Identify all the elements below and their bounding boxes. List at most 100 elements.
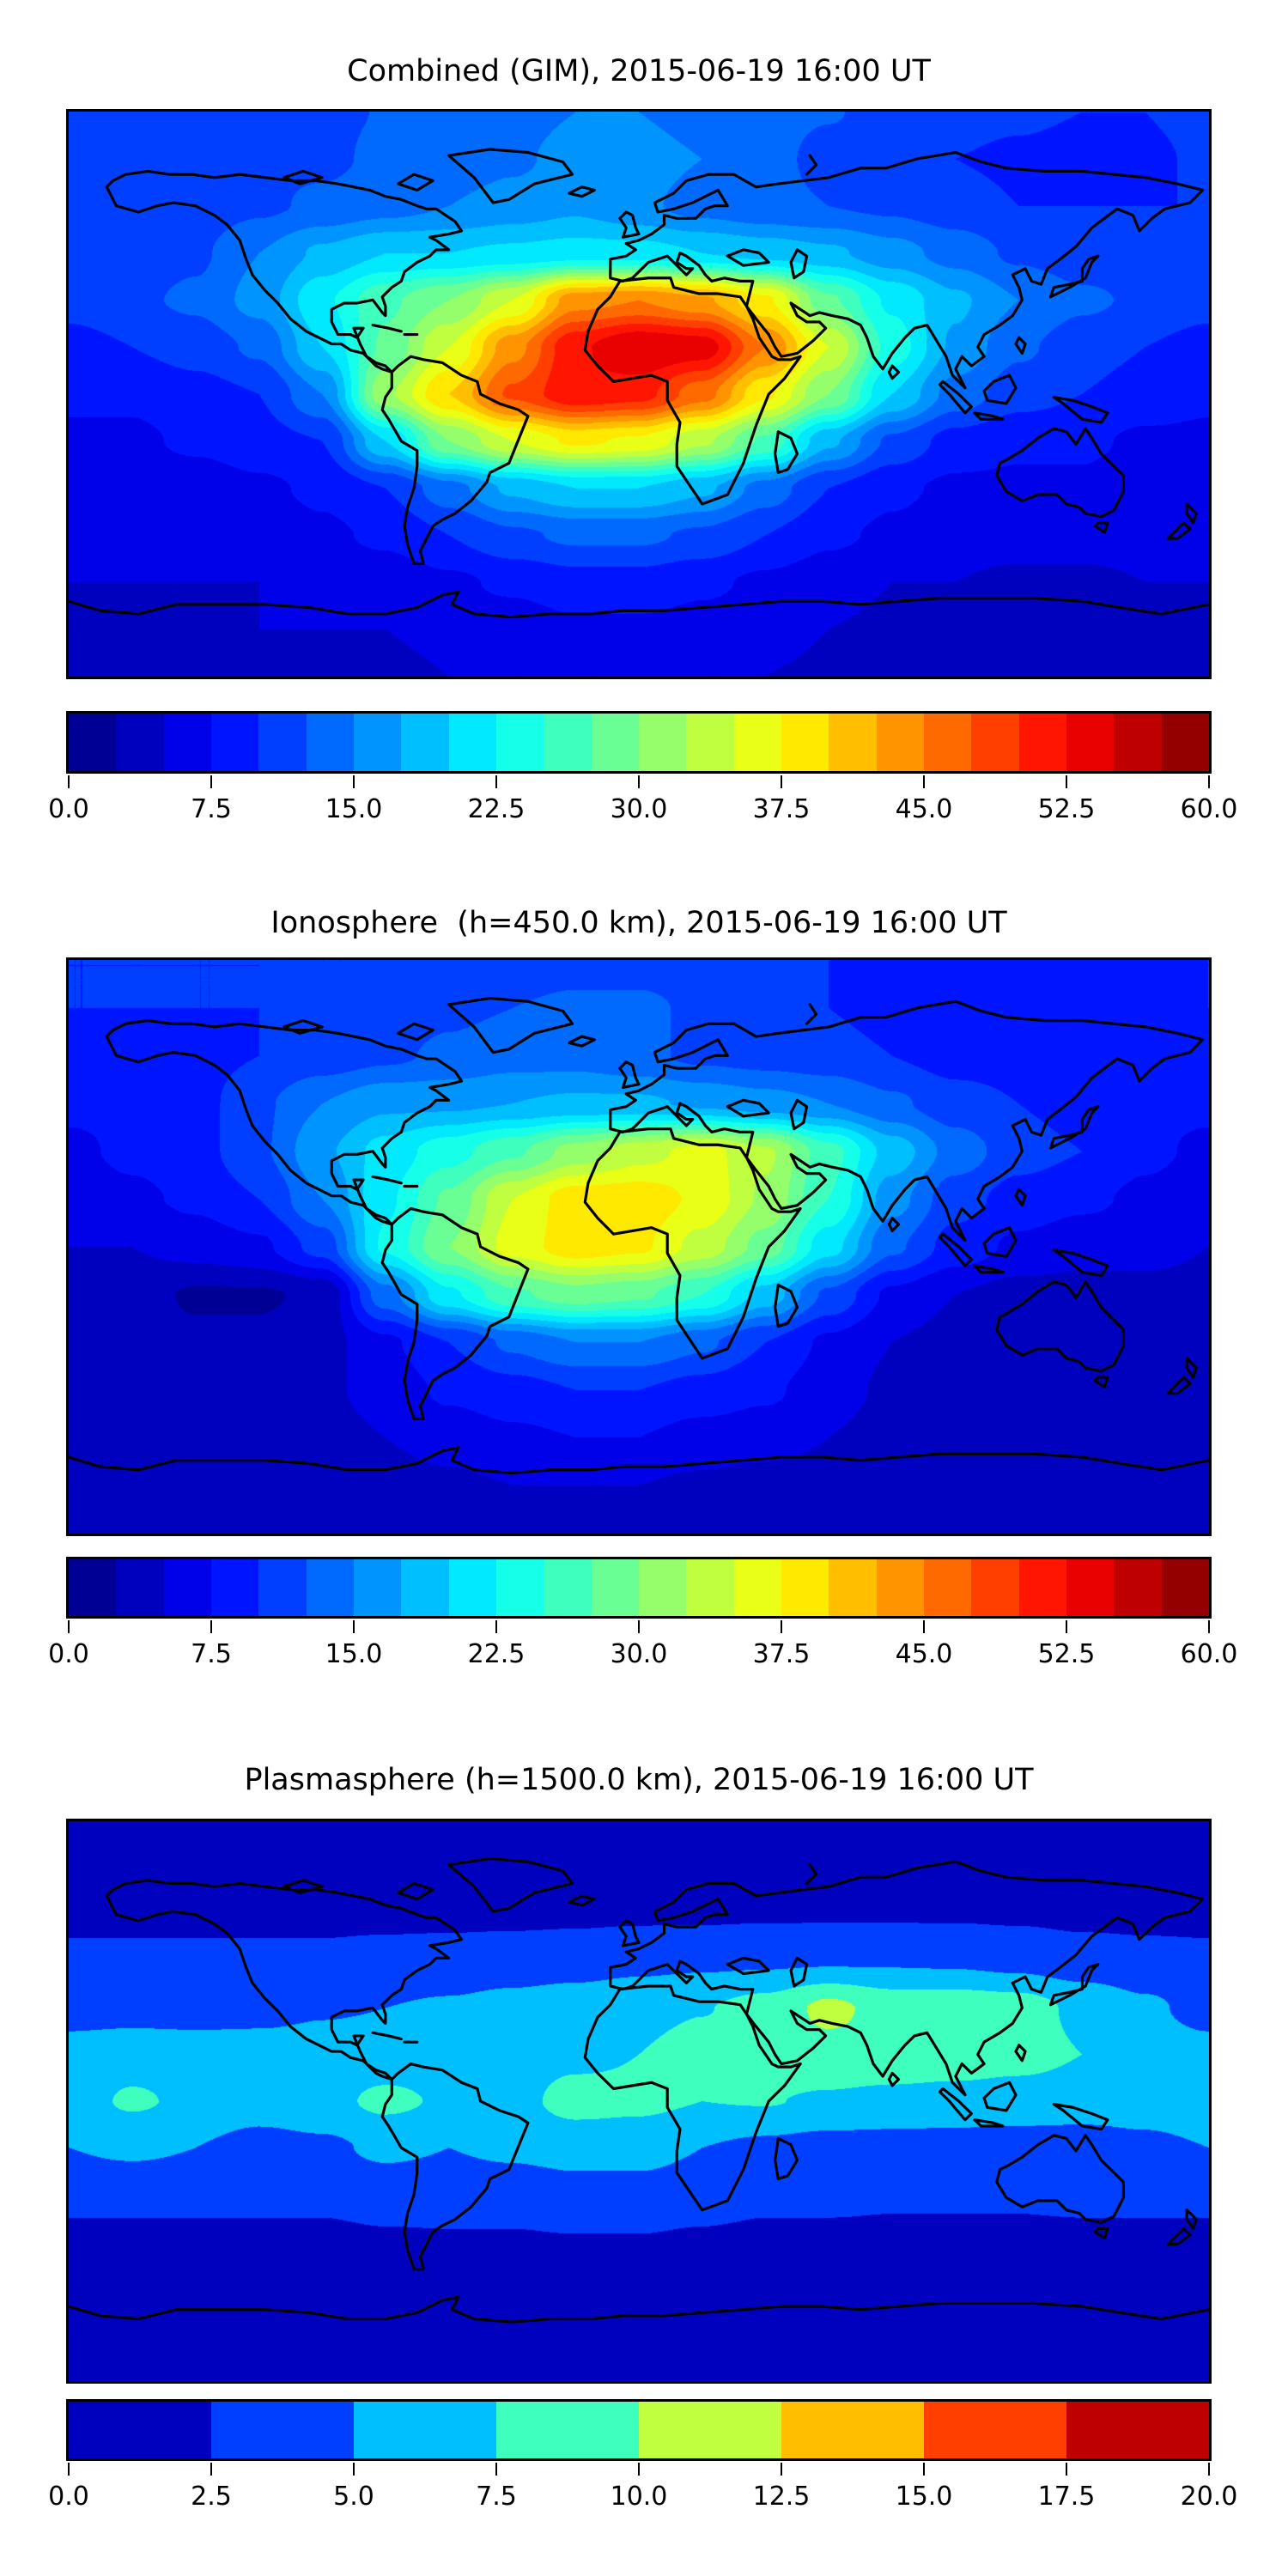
colorbar-tick xyxy=(781,775,782,788)
colorbar-tick xyxy=(353,1620,355,1633)
colorbar-tick-label: 15.0 xyxy=(325,1639,383,1669)
colorbar-tick-label: 37.5 xyxy=(752,794,811,824)
colorbar-band xyxy=(116,714,164,771)
colorbar-tick xyxy=(1208,1620,1210,1633)
colorbar-band xyxy=(306,1559,354,1616)
colorbar-band xyxy=(544,714,592,771)
colorbar-tick xyxy=(210,1620,212,1633)
colorbar-band xyxy=(876,1559,924,1616)
colorbar-band xyxy=(781,714,829,771)
colorbar-band xyxy=(829,1559,877,1616)
colorbar-tick-label: 22.5 xyxy=(467,1639,526,1669)
colorbar-band xyxy=(591,714,639,771)
colorbar-band xyxy=(923,1559,972,1616)
colorbar-tick xyxy=(923,2463,925,2476)
colorbar-tick-labels: 0.0 7.5 15.0 22.5 30.0 37.5 45.0 52.5 60.0 xyxy=(48,1638,1237,1673)
colorbar-segments xyxy=(69,1559,1209,1616)
colorbar-tick-label: 7.5 xyxy=(476,2482,517,2512)
colorbar-tick-label: 15.0 xyxy=(325,794,383,824)
colorbar-band xyxy=(1114,714,1162,771)
colorbar-band xyxy=(401,714,449,771)
colorbar-tick-label: 20.0 xyxy=(1180,2482,1238,2512)
colorbar-tick-label: 30.0 xyxy=(610,794,668,824)
colorbar-tick xyxy=(923,775,925,788)
colorbar-band xyxy=(69,2402,211,2458)
panel-title: Combined (GIM), 2015-06-19 16:00 UT xyxy=(347,54,931,88)
colorbar-band xyxy=(686,714,734,771)
colorbar-band xyxy=(544,1559,592,1616)
colorbar-tick-label: 12.5 xyxy=(752,2482,811,2512)
panel-title: Ionosphere (h=450.0 km), 2015-06-19 16:0… xyxy=(270,906,1007,940)
colorbar-tick-label: 15.0 xyxy=(895,2482,953,2512)
colorbar-tick-labels: 0.0 7.5 15.0 22.5 30.0 37.5 45.0 52.5 60.0 xyxy=(48,793,1237,828)
colorbar-band xyxy=(733,714,781,771)
colorbar xyxy=(66,2399,1212,2461)
colorbar-tick xyxy=(353,2463,355,2476)
colorbar-band xyxy=(639,2402,781,2458)
colorbar-tick-label: 52.5 xyxy=(1037,1639,1096,1669)
coastline-overlay xyxy=(69,112,1209,677)
colorbar-tick xyxy=(638,2463,640,2476)
colorbar-band xyxy=(1114,1559,1162,1616)
colorbar-band xyxy=(829,714,877,771)
colorbar-tick xyxy=(495,2463,497,2476)
colorbar-band xyxy=(1161,714,1209,771)
colorbar-tick-label: 0.0 xyxy=(48,2482,89,2512)
map-frame xyxy=(66,109,1212,679)
colorbar-band xyxy=(448,1559,496,1616)
colorbar-tick-label: 17.5 xyxy=(1037,2482,1096,2512)
colorbar-tick-label: 10.0 xyxy=(610,2482,668,2512)
colorbar-band xyxy=(495,714,544,771)
colorbar-band xyxy=(924,2402,1066,2458)
colorbar-band xyxy=(354,2402,496,2458)
colorbar-tick xyxy=(68,2463,70,2476)
colorbar-segments xyxy=(69,2402,1209,2458)
colorbar-band xyxy=(353,714,402,771)
colorbar-band xyxy=(781,1559,829,1616)
colorbar-band xyxy=(1066,714,1115,771)
colorbar-tick-label: 60.0 xyxy=(1180,1639,1238,1669)
colorbar-tick-label: 52.5 xyxy=(1037,794,1096,824)
colorbar-tick xyxy=(1066,2463,1067,2476)
colorbar-band xyxy=(1018,714,1066,771)
colorbar-segments xyxy=(69,714,1209,771)
colorbar-band xyxy=(210,1559,259,1616)
colorbar-band xyxy=(258,714,307,771)
colorbar-band xyxy=(495,1559,544,1616)
colorbar-tick xyxy=(781,1620,782,1633)
colorbar-tick xyxy=(68,775,70,788)
colorbar-tick-label: 2.5 xyxy=(191,2482,232,2512)
colorbar-band xyxy=(1161,1559,1209,1616)
colorbar-band xyxy=(69,1559,117,1616)
colorbar-tick-label: 0.0 xyxy=(48,1639,89,1669)
colorbar-band xyxy=(69,714,117,771)
map-frame xyxy=(66,1819,1212,2384)
colorbar-band xyxy=(353,1559,402,1616)
colorbar-tick xyxy=(1066,775,1067,788)
colorbar-band xyxy=(733,1559,781,1616)
tec-heatmap-canvas xyxy=(69,960,1209,1534)
tec-heatmap-canvas xyxy=(69,1821,1209,2381)
colorbar-tick-label: 60.0 xyxy=(1180,794,1238,824)
colorbar-band xyxy=(923,714,972,771)
colorbar-band xyxy=(116,1559,164,1616)
colorbar-band xyxy=(210,714,259,771)
coastline-overlay xyxy=(69,960,1209,1534)
colorbar-band xyxy=(971,714,1019,771)
colorbar-band xyxy=(781,2402,924,2458)
colorbar-band xyxy=(448,714,496,771)
colorbar-band xyxy=(971,1559,1019,1616)
colorbar-tick xyxy=(638,775,640,788)
colorbar-tick xyxy=(1208,2463,1210,2476)
colorbar-band xyxy=(306,714,354,771)
colorbar-tick-label: 22.5 xyxy=(467,794,526,824)
colorbar-tick-label: 0.0 xyxy=(48,794,89,824)
colorbar-band xyxy=(591,1559,639,1616)
map-frame xyxy=(66,957,1212,1536)
panel-title: Plasmasphere (h=1500.0 km), 2015-06-19 1… xyxy=(244,1763,1034,1797)
colorbar-tick-label: 30.0 xyxy=(610,1639,668,1669)
